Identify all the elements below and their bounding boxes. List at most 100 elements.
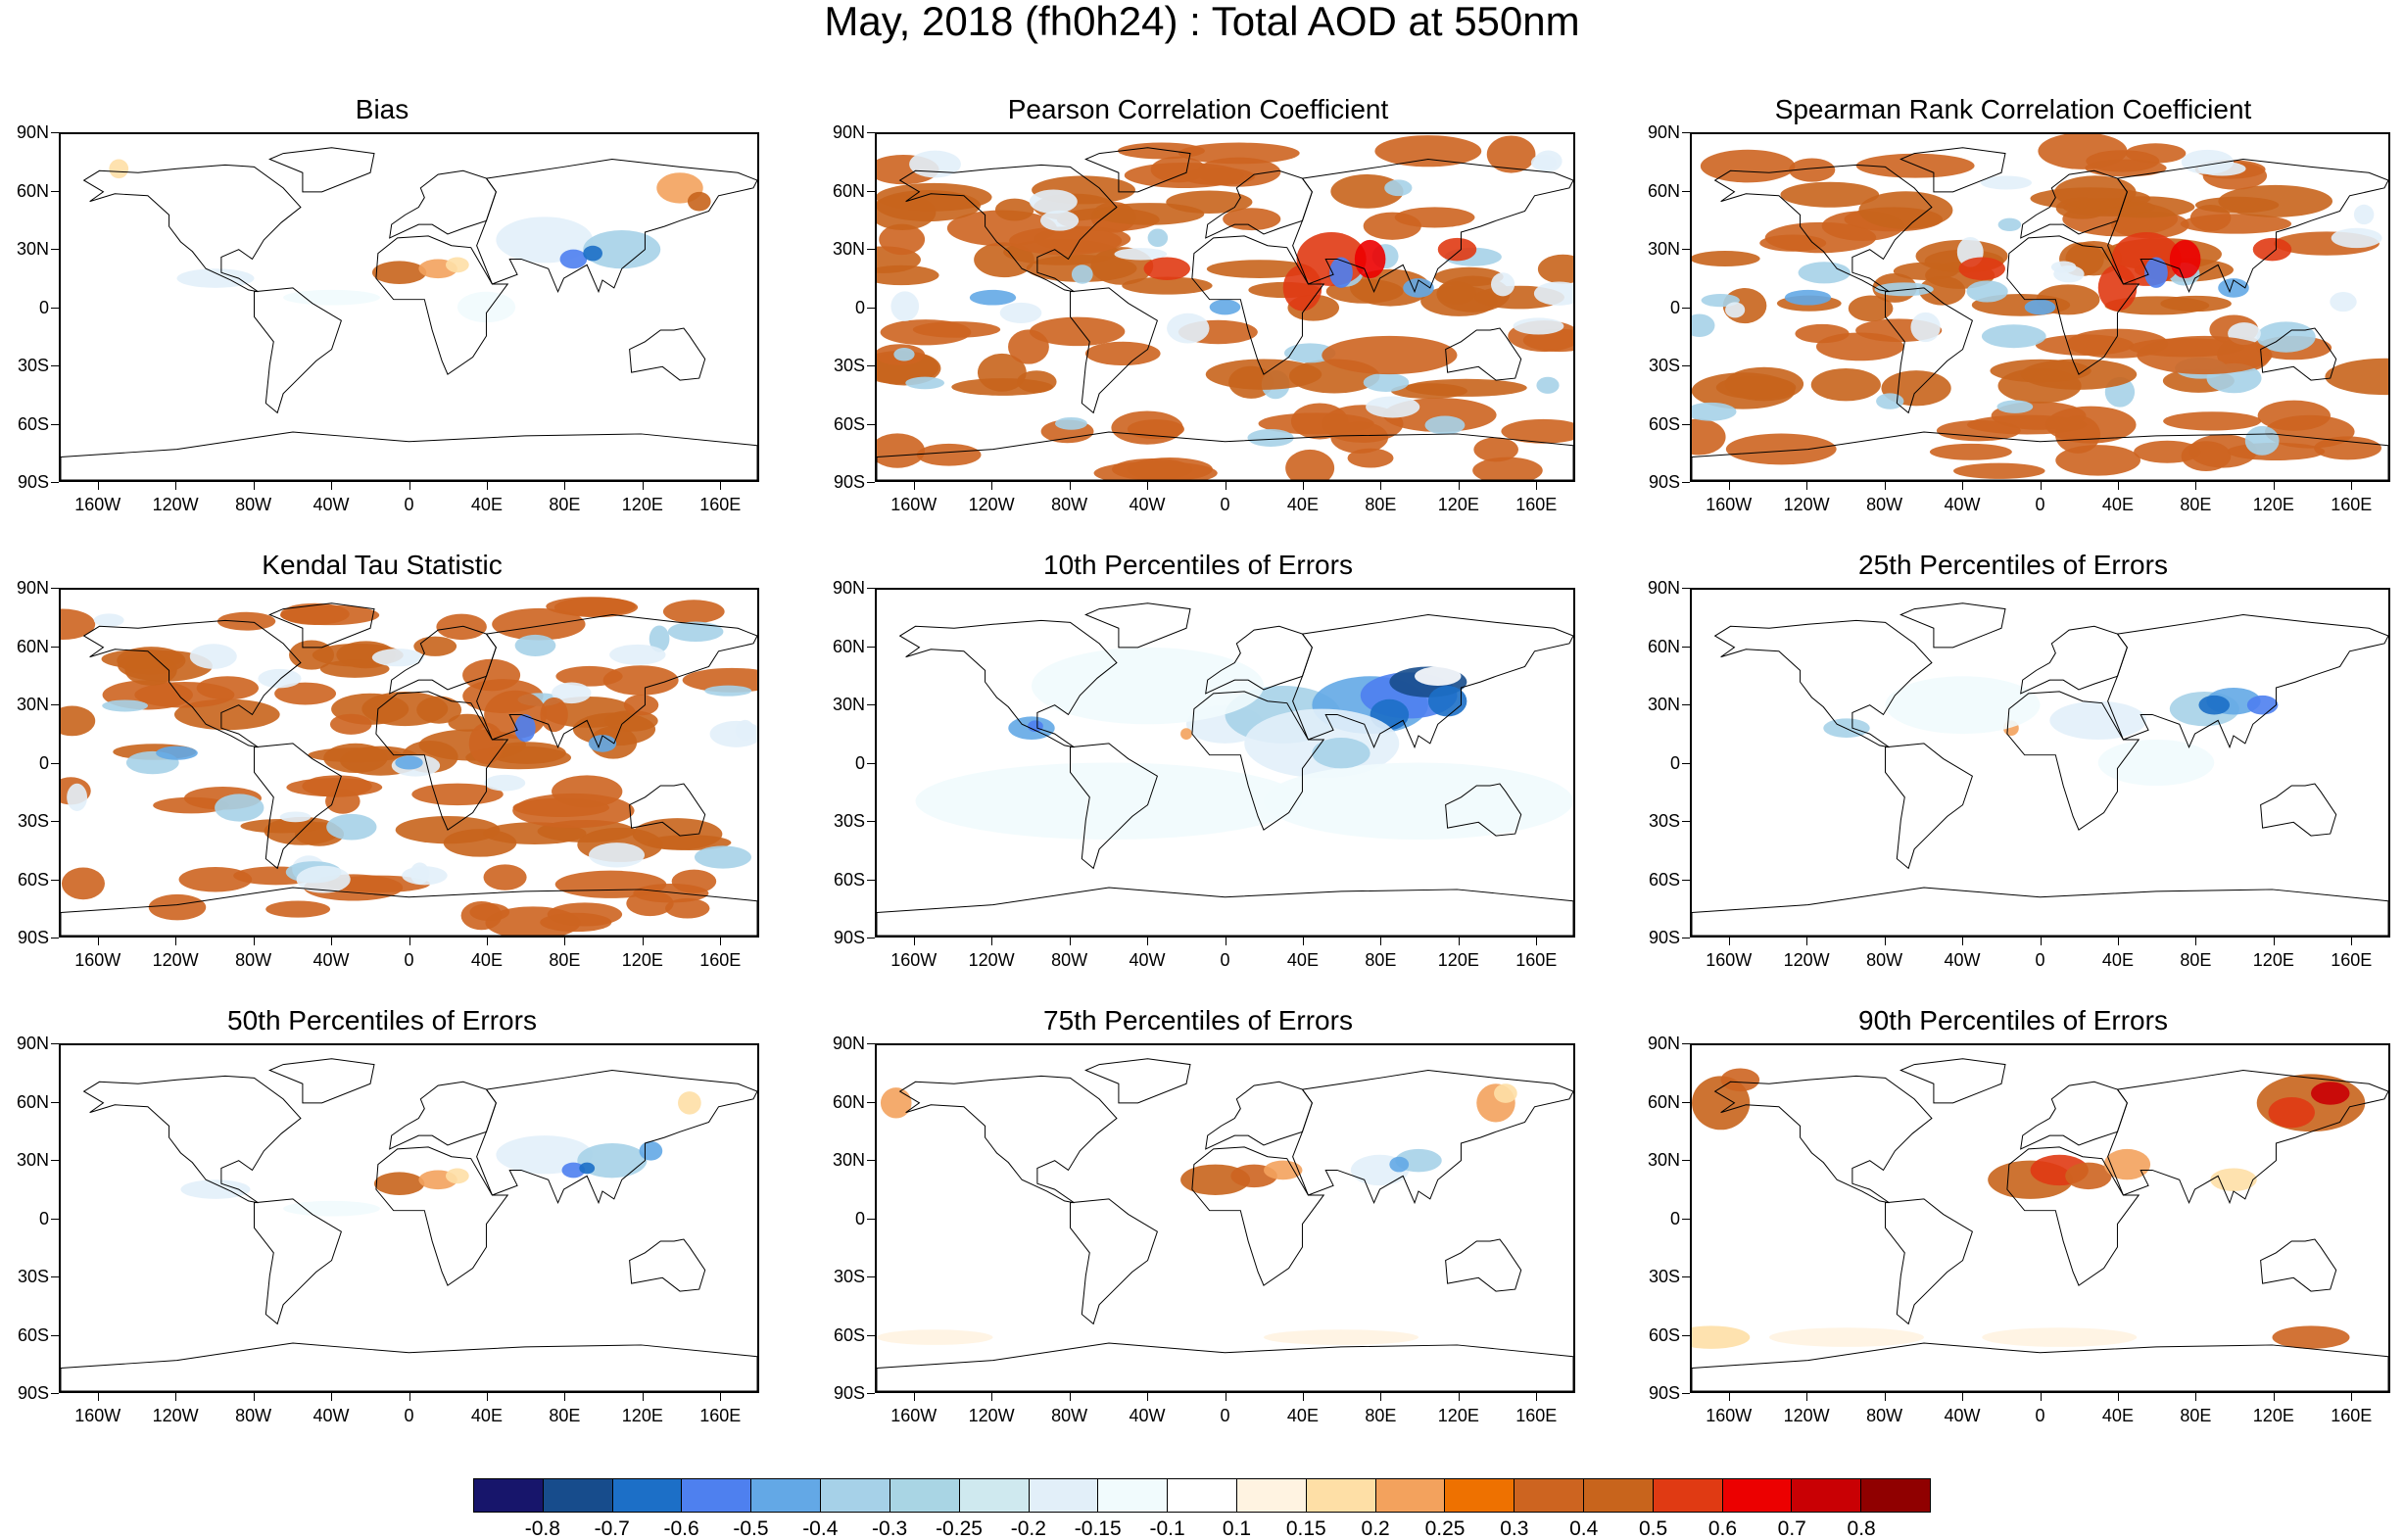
coastline [1084,1058,1191,1104]
lon-label: 160E [2331,495,2373,514]
lon-label: 120E [1437,950,1479,970]
lat-tick [867,646,875,648]
lon-tick [1069,1393,1071,1401]
field-blob [880,319,972,346]
colorbar-label: 0.2 [1361,1517,1390,1540]
field-blob [667,621,724,642]
field-blob [2198,695,2231,715]
colorbar-label: -0.25 [936,1517,983,1540]
map-canvas [877,602,1573,936]
lat-tick [1682,132,1690,133]
lat-label: 60S [1648,1324,1680,1345]
field-blob [2194,196,2280,214]
map-panel: 25th Percentiles of Errors 90N 60N 30N 0 30S 6… [1631,549,2395,980]
colorbar [473,1478,1931,1513]
lat-label: 90N [16,578,49,598]
lon-label: 40E [470,1406,503,1425]
field-blob [583,230,661,269]
field-blob [1692,1325,1751,1349]
coastline [1205,169,1313,239]
field-blob [1363,372,1410,392]
lat-label: 30S [833,356,865,375]
map-canvas [1692,602,2388,936]
colorbar-label: 0.8 [1847,1517,1876,1540]
coastline [1692,431,2388,480]
field-blob [1124,162,1244,188]
field-blob [561,1162,586,1179]
lat-label: 60S [17,869,49,890]
colorbar-label: 0.6 [1707,1517,1738,1540]
field-blob [1692,402,1737,421]
field-blob [1008,329,1049,364]
lat-label: 60N [832,636,865,656]
coastline [2260,783,2337,837]
lon-label: 80E [2180,950,2212,970]
lon-tick [1806,1393,1808,1401]
coastline [1713,619,1933,748]
field-blob [1981,324,2046,349]
field-blob [413,636,457,656]
lat-tick [1682,704,1690,705]
field-blob [1366,396,1420,418]
lat-tick [51,704,59,705]
lon-label: 0 [404,950,414,970]
colorbar-label: -0.1 [1149,1517,1185,1540]
field-blob [1823,718,1870,739]
field-blob [1848,295,1894,322]
lat-label: 0 [854,297,865,317]
map-canvas [61,147,757,480]
lat-tick [867,1160,875,1161]
field-blob [1874,282,1934,297]
lon-label: 80W [235,950,272,970]
lat-tick [1682,190,1690,192]
lon-label: 160E [1515,1406,1558,1425]
coastline [2006,691,2140,831]
lon-label: 40W [1129,1406,1166,1425]
field-blob [409,862,430,885]
lon-tick [1147,1393,1149,1401]
lat-label: 30N [16,1150,49,1170]
coastline [2006,1146,2140,1286]
field-blob [1769,1327,1924,1347]
lat-label: 60N [16,636,49,656]
field-blob [215,794,264,822]
field-blob [2272,1325,2350,1349]
coastline [476,159,757,294]
coastline [1899,1058,2006,1104]
coastline [1884,1198,1973,1325]
lat-tick [51,365,59,366]
field-blob [547,902,623,927]
lon-tick [1380,938,1382,945]
lon-tick [1302,1393,1304,1401]
colorbar-box [682,1479,752,1512]
lat-tick [51,482,59,483]
lat-label: 60S [17,1324,49,1345]
lon-tick [913,482,915,490]
field-blob [258,668,302,689]
lon-tick [409,1393,410,1401]
coastline [1191,235,1325,375]
lon-label: 120W [968,950,1015,970]
field-blob [555,665,623,687]
lon-label: 160W [74,495,121,514]
field-blob [2331,227,2382,249]
lat-tick [1682,1334,1690,1336]
field-blob [1936,419,2021,442]
lon-label: 40E [1286,950,1319,970]
lat-tick [51,879,59,881]
lat-label: 30N [832,239,865,259]
lat-label: 0 [854,752,865,773]
lon-label: 0 [2035,1406,2045,1425]
field-blob [1953,462,2045,479]
lon-tick [1536,1393,1538,1401]
field-blob [2065,1162,2112,1190]
coastline [268,1058,375,1104]
lat-tick [51,249,59,250]
field-blob [373,1172,425,1195]
lat-label: 30N [1647,695,1680,714]
field-blob [308,747,404,763]
lat-tick [1682,588,1690,589]
field-blob [735,719,755,741]
lat-label: 30S [17,1267,49,1286]
field-blob [2256,321,2316,353]
